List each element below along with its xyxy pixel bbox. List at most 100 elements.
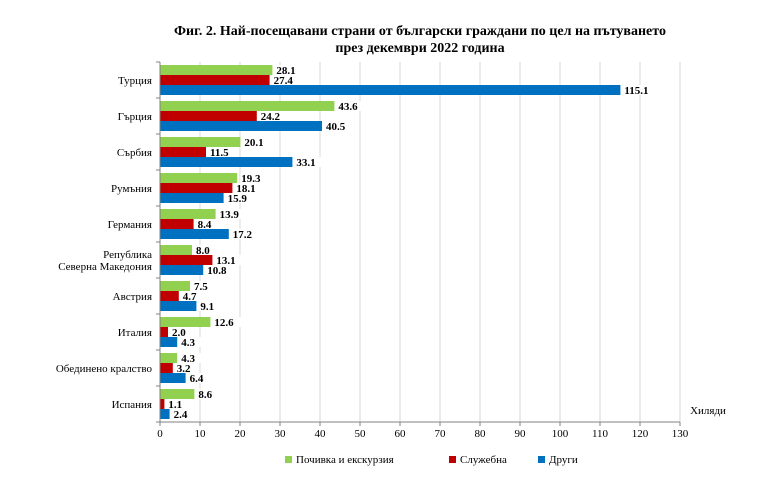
category-label-австрия: Австрия (113, 291, 152, 303)
x-tick-label-80: 80 (475, 428, 487, 440)
bar-турция-3 (160, 85, 621, 95)
bar-италия-1 (160, 317, 211, 327)
bar-германия-1 (160, 209, 216, 219)
x-tick-label-20: 20 (235, 428, 247, 440)
value-label-bg (180, 353, 203, 363)
value-label-bg (235, 183, 264, 193)
value-label-обединено-кралство-3: 6.4 (190, 373, 204, 385)
bar-сърбия-3 (160, 157, 293, 167)
value-label-италия-1: 12.6 (214, 317, 234, 329)
x-tick-label-50: 50 (355, 428, 367, 440)
category-label-испания: Испания (112, 399, 152, 411)
value-label-сърбия-1: 20.1 (244, 137, 263, 149)
value-label-bg (272, 75, 301, 85)
legend-swatch-3 (538, 456, 545, 463)
bar-германия-3 (160, 229, 229, 239)
bar-гърция-2 (160, 111, 257, 121)
x-tick-label-60: 60 (395, 428, 407, 440)
x-tick-label-10: 10 (195, 428, 207, 440)
value-label-bg (215, 255, 244, 265)
bar-италия-2 (160, 327, 168, 337)
bars (160, 65, 621, 419)
value-label-германия-2: 8.4 (198, 219, 212, 231)
value-label-република-северна-македония-3: 10.8 (207, 265, 227, 277)
value-label-австрия-3: 9.1 (200, 301, 214, 313)
value-label-сърбия-2: 11.5 (210, 147, 229, 159)
bar-република-северна-македония-1 (160, 245, 192, 255)
x-tick-label-70: 70 (435, 428, 447, 440)
x-tick-label-90: 90 (515, 428, 527, 440)
value-label-bg (623, 85, 658, 95)
value-label-австрия-1: 7.5 (194, 281, 208, 293)
category-label-германия: Германия (108, 219, 152, 231)
value-label-bg (197, 389, 220, 399)
bar-република-северна-македония-3 (160, 265, 204, 275)
axes: Турция Гърция Сърбия Румъния Германия Републи… (56, 61, 689, 440)
value-label-bg (171, 327, 181, 337)
value-label-румъния-3: 15.9 (228, 193, 248, 205)
value-label-bg (275, 65, 304, 75)
category-label-турция: Турция (118, 75, 152, 87)
bar-германия-2 (160, 219, 194, 229)
value-label-bg (181, 291, 204, 301)
value-label-република-северна-македония-2: 13.1 (216, 255, 235, 267)
value-label-bg (196, 219, 219, 229)
value-label-германия-3: 17.2 (233, 229, 253, 241)
value-label-италия-3: 4.3 (181, 337, 195, 349)
bar-гърция-1 (160, 101, 335, 111)
value-label-австрия-2: 4.7 (183, 291, 197, 303)
value-label-bg (175, 363, 198, 373)
value-label-bg (209, 147, 237, 157)
value-label-обединено-кралство-2: 3.2 (177, 363, 191, 375)
bar-австрия-2 (160, 291, 179, 301)
chart-title-line2: през декември 2022 година (335, 41, 504, 56)
value-label-турция-3: 115.1 (624, 85, 648, 97)
value-label-bg (259, 111, 288, 121)
bar-обединено-кралство-2 (160, 363, 173, 373)
category-label-обединено-кралство: Обединено кралство (56, 363, 153, 375)
bar-румъния-2 (160, 183, 233, 193)
value-label-румъния-2: 18.1 (236, 183, 255, 195)
category-label-република-северна-македония: Република (103, 249, 152, 261)
value-label-република-северна-македония-1: 8.0 (196, 245, 210, 257)
bar-испания-3 (160, 409, 170, 419)
legend-label-3: Други (549, 454, 578, 466)
value-label-румъния-1: 19.3 (241, 173, 261, 185)
bar-обединено-кралство-3 (160, 373, 186, 383)
value-label-bg (199, 301, 222, 311)
x-tick-label-130: 130 (672, 428, 689, 440)
value-label-bg (231, 229, 260, 239)
category-label-румъния: Румъния (111, 183, 152, 195)
value-label-испания-3: 2.4 (174, 409, 188, 421)
x-tick-label-120: 120 (632, 428, 649, 440)
value-label-италия-2: 2.0 (172, 327, 186, 339)
value-label-bg (188, 373, 211, 383)
value-label-сърбия-3: 33.1 (296, 157, 315, 169)
value-label-bg (226, 193, 255, 203)
value-label-bg (295, 157, 324, 167)
x-axis-unit-label: Хиляди (690, 405, 726, 417)
x-tick-label-40: 40 (315, 428, 327, 440)
bar-турция-1 (160, 65, 273, 75)
value-label-bg (240, 173, 269, 183)
x-tick-label-110: 110 (592, 428, 609, 440)
bar-гърция-3 (160, 121, 322, 131)
value-label-bg (243, 137, 272, 147)
legend: Почивка и екскурзия Служебна Други (285, 454, 578, 466)
bar-обединено-кралство-1 (160, 353, 178, 363)
bar-испания-2 (160, 399, 165, 409)
value-label-bg (206, 265, 235, 275)
legend-swatch-1 (285, 456, 292, 463)
value-label-гърция-2: 24.2 (261, 111, 281, 123)
bar-испания-1 (160, 389, 195, 399)
value-label-bg (180, 337, 203, 347)
value-label-bg (195, 245, 205, 255)
x-tick-label-0: 0 (157, 428, 163, 440)
value-label-bg (193, 281, 215, 291)
value-label-турция-2: 27.4 (274, 75, 294, 87)
value-label-обединено-кралство-1: 4.3 (181, 353, 195, 365)
category-label-италия: Италия (118, 327, 152, 339)
value-label-bg (167, 399, 190, 409)
value-label-bg (172, 409, 195, 419)
value-label-турция-1: 28.1 (276, 65, 295, 77)
